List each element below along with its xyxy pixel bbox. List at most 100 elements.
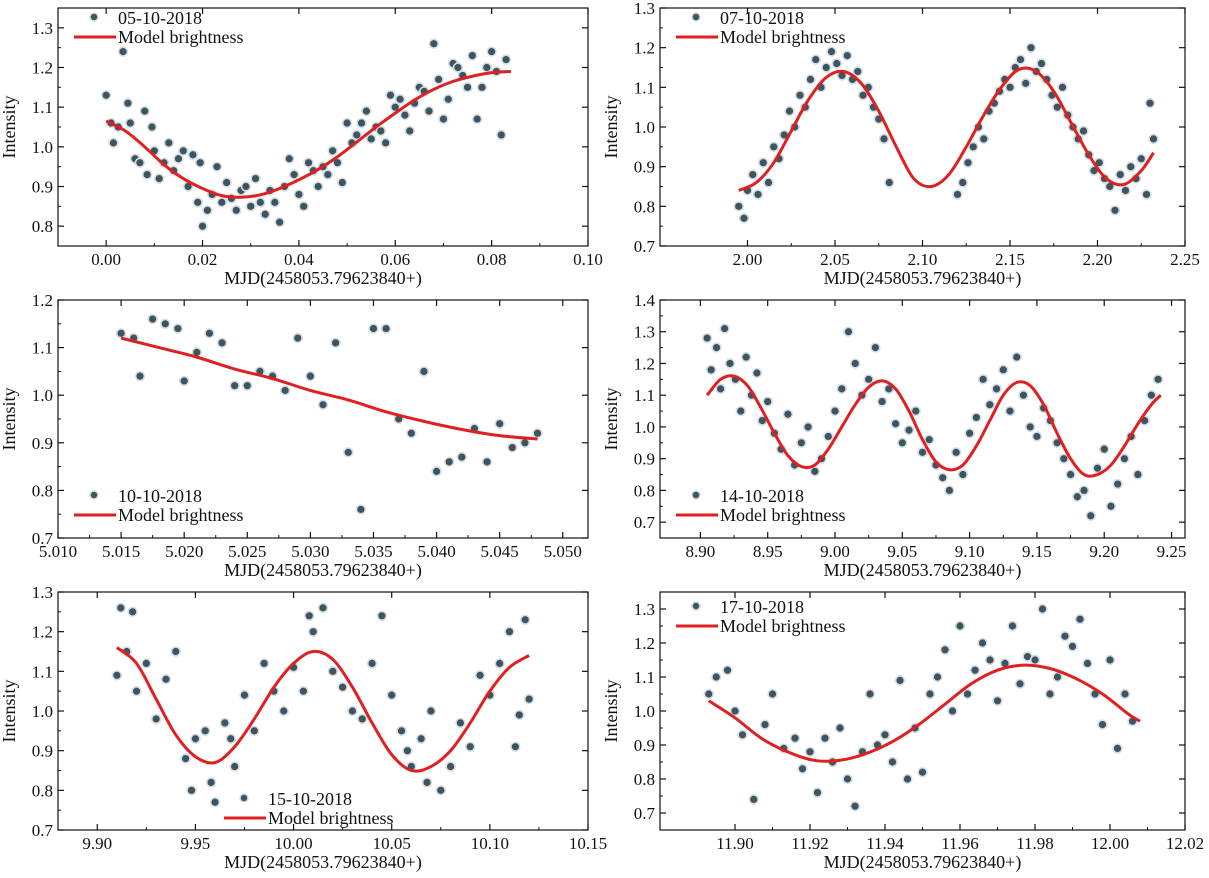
data-point	[428, 38, 440, 49]
data-point	[1132, 469, 1144, 480]
data-point	[178, 375, 190, 387]
data-point	[160, 318, 171, 329]
data-point	[729, 705, 741, 717]
x-tick-label: 5.030	[291, 542, 329, 561]
data-point	[1052, 671, 1063, 683]
legend-marker-observed	[691, 490, 701, 500]
legend-label-observed: 14-10-2018	[720, 486, 804, 506]
data-point	[269, 197, 281, 208]
data-point	[823, 431, 834, 442]
data-point	[977, 374, 989, 385]
data-point	[204, 328, 215, 339]
data-point	[337, 681, 348, 693]
x-tick-label: 2.15	[995, 250, 1025, 269]
data-point	[341, 117, 353, 129]
data-point	[494, 658, 505, 669]
data-point	[194, 157, 206, 168]
data-point	[821, 62, 832, 73]
y-tick-label: 0.9	[32, 178, 53, 197]
data-point	[1152, 374, 1164, 385]
data-point	[115, 602, 127, 614]
x-tick-label: 5.050	[544, 542, 582, 561]
x-tick-label: 2.20	[1083, 250, 1113, 269]
y-tick-label: 1.1	[32, 98, 53, 117]
data-point	[523, 693, 535, 705]
data-point	[305, 370, 316, 382]
data-point	[347, 705, 358, 717]
x-tick-label: 5.045	[481, 542, 519, 561]
data-point	[843, 326, 854, 337]
data-point	[298, 685, 309, 697]
data-point	[947, 705, 958, 717]
data-point	[917, 447, 928, 458]
data-point	[794, 90, 806, 101]
y-tick-label: 0.7	[634, 237, 656, 256]
data-point	[221, 177, 232, 188]
x-tick-label: 9.95	[181, 834, 211, 853]
data-point	[481, 62, 493, 73]
data-point	[849, 358, 861, 369]
data-point	[180, 753, 191, 764]
data-point	[467, 50, 478, 61]
data-point	[1085, 510, 1096, 521]
data-point	[705, 364, 717, 376]
plot-area	[111, 602, 535, 808]
legend-marker-observed	[691, 12, 701, 22]
model-brightness-line	[738, 66, 1155, 192]
data-point	[767, 688, 778, 700]
data-point	[239, 689, 250, 701]
x-tick-label: 0.04	[284, 250, 314, 269]
y-tick-label: 0.8	[634, 481, 655, 500]
data-point	[809, 466, 821, 477]
data-point	[292, 332, 303, 344]
data-point	[804, 746, 816, 757]
legend-marker-observed	[89, 12, 99, 22]
x-tick-label: 8.90	[686, 542, 716, 561]
data-point	[303, 157, 314, 168]
data-point	[108, 137, 119, 149]
data-point	[216, 337, 228, 349]
panel-2: 2.00 2.05 2.10 2.15 2.20 2.25 0.7 0.8 0.9 1.0 1.1 1…	[601, 0, 1200, 289]
data-point	[443, 94, 454, 105]
data-point	[259, 209, 271, 220]
data-point	[836, 383, 847, 395]
data-point	[1119, 688, 1131, 700]
data-point	[897, 437, 908, 448]
data-point	[298, 201, 309, 212]
data-point	[733, 201, 744, 212]
data-point	[278, 705, 289, 717]
data-point	[361, 105, 372, 117]
y-tick-label: 1.2	[32, 59, 53, 78]
data-point	[375, 125, 387, 137]
legend-label-model: Model brightness	[720, 616, 846, 636]
x-tick-label: 11.92	[791, 834, 829, 853]
data-point	[327, 145, 338, 157]
x-axis-title: MJD(2458053.79623840+)	[824, 268, 1022, 289]
data-point	[890, 418, 901, 429]
x-axis-title: MJD(2458053.79623840+)	[224, 560, 422, 581]
data-point	[842, 50, 853, 61]
data-point	[857, 90, 869, 101]
legend-label-model: Model brightness	[720, 27, 846, 47]
data-point	[950, 447, 962, 458]
data-point	[849, 800, 861, 812]
data-point	[337, 177, 348, 188]
data-point	[711, 342, 722, 353]
data-point	[100, 90, 112, 101]
data-point	[366, 658, 378, 669]
data-point	[423, 105, 435, 117]
data-point	[418, 366, 430, 377]
data-point	[1146, 390, 1157, 401]
data-point	[376, 610, 388, 621]
data-point	[957, 469, 969, 480]
data-point	[910, 405, 921, 417]
data-point	[1059, 630, 1071, 642]
data-point	[762, 396, 773, 407]
panel-6: 11.90 11.92 11.94 11.96 11.98 12.00 12.02 0.7 0.…	[601, 591, 1204, 873]
data-point	[834, 722, 846, 734]
data-point	[1018, 390, 1029, 401]
data-point	[245, 201, 256, 212]
data-point	[724, 358, 736, 369]
data-point	[380, 323, 392, 334]
